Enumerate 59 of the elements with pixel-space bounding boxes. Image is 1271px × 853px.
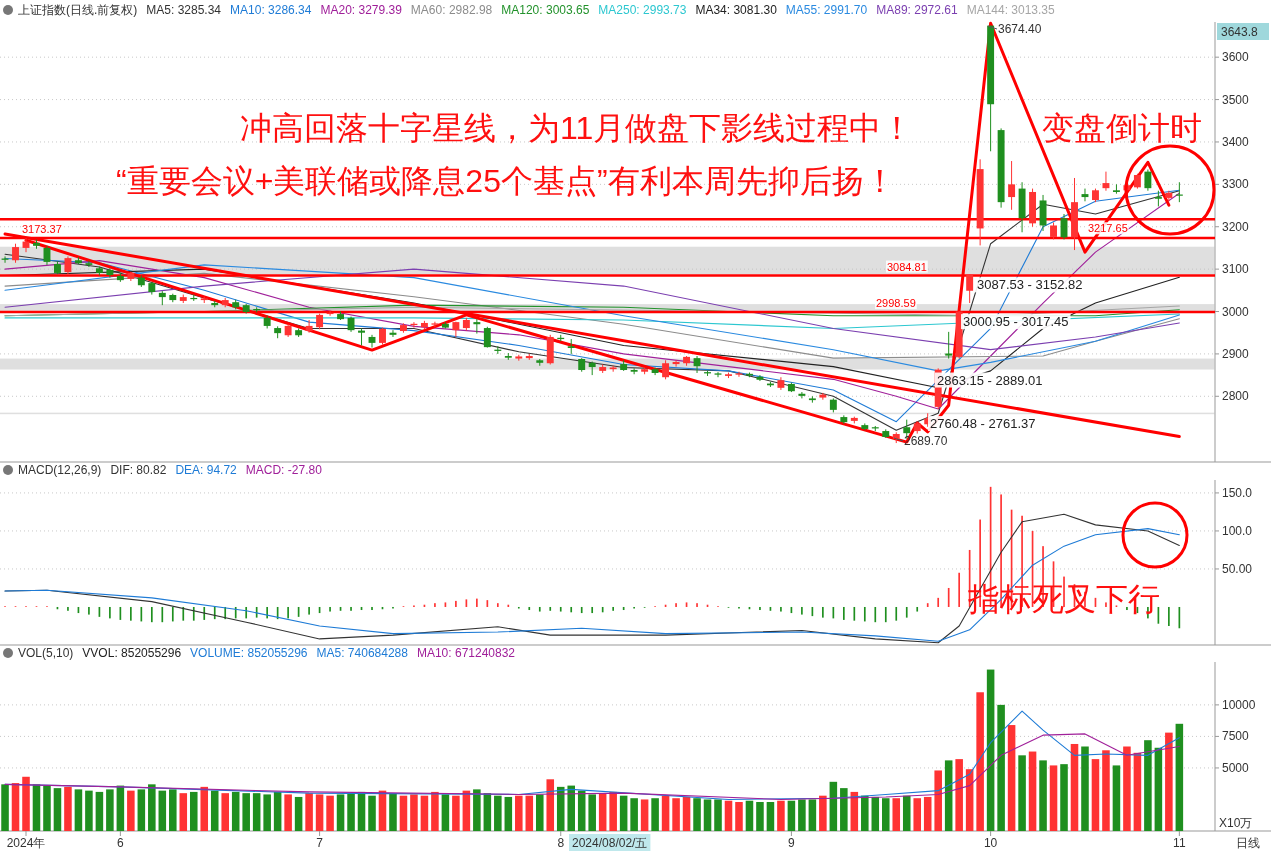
text: MA5: 740684288	[316, 646, 409, 660]
text: MA250: 2993.73	[598, 3, 687, 17]
text: DIF: 80.82	[110, 463, 167, 477]
text: MA34: 3081.30	[695, 3, 778, 17]
text: 日线	[1236, 836, 1260, 850]
band-label: 2760.48 - 2761.37	[930, 416, 1036, 432]
ref-line-label: 2998.59	[876, 297, 916, 310]
annotation: “重要会议+美联储或降息25个基点”有利本周先抑后扬！	[116, 163, 896, 199]
y-tick-label: 3300	[1222, 177, 1250, 192]
x-tick-label: 9	[788, 836, 796, 850]
annotation: 冲高回落十字星线，为11月做盘下影线过程中！	[240, 110, 914, 146]
band-label: 3087.53 - 3152.82	[977, 277, 1083, 293]
x-tick-label: 8	[557, 836, 565, 850]
y-tick-label: 3400	[1222, 134, 1250, 149]
text: MA60: 2982.98	[410, 3, 493, 17]
text: MA20: 3279.39	[320, 3, 403, 17]
annotation: 3674.40	[998, 22, 1042, 36]
text: 2024/08/02/五	[572, 836, 648, 850]
ref-line-label: 3217.65	[1088, 222, 1128, 235]
chart-title: VOL(5,10)	[18, 646, 74, 660]
ref-line-label: 3173.37	[22, 223, 62, 236]
text: MA10: 671240832	[416, 646, 516, 660]
x-tick-label: 2024年	[6, 836, 46, 850]
band-label: 2863.15 - 2889.01	[937, 372, 1043, 388]
x-tick-label: 7	[316, 836, 324, 850]
y-tick-label: 150.0	[1222, 485, 1253, 500]
text: VVOL: 852055296	[82, 646, 182, 660]
y-tick-label: 50.00	[1222, 561, 1253, 576]
y-tick-label: 5000	[1222, 760, 1250, 775]
chart-title: MACD(12,26,9)	[18, 463, 102, 477]
y-tick-label: 3000	[1222, 304, 1250, 319]
chart-title: 上证指数(日线.前复权)	[18, 3, 138, 17]
y-tick-label: 10000	[1222, 697, 1256, 712]
text: VOLUME: 852055296	[190, 646, 308, 660]
text: MA5: 3285.34	[146, 3, 222, 17]
band-label: 3000.95 - 3017.45	[963, 314, 1069, 330]
x-tick-label: 10	[983, 836, 998, 850]
annotation: 2689.70	[904, 434, 948, 448]
x-tick-label: 6	[117, 836, 125, 850]
text: MA120: 3003.65	[501, 3, 590, 17]
text: DEA: 94.72	[175, 463, 238, 477]
y-tick-label: 2800	[1222, 389, 1250, 404]
text: MA10: 3286.34	[230, 3, 312, 17]
text: MA55: 2991.70	[785, 3, 868, 17]
y-tick-label: 2900	[1222, 346, 1250, 361]
y-tick-label: 7500	[1222, 729, 1250, 744]
text: MACD: -27.80	[245, 463, 323, 477]
y-tick-label: 3100	[1222, 262, 1250, 277]
text: 3643.8	[1221, 25, 1259, 39]
text: MA89: 2972.61	[876, 3, 958, 17]
y-tick-label: 3200	[1222, 219, 1250, 234]
text: MA144: 3013.35	[966, 3, 1056, 17]
y-tick-label: 3500	[1222, 92, 1250, 107]
annotation: 变盘倒计时	[1042, 110, 1202, 146]
y-tick-label: 100.0	[1222, 523, 1253, 538]
text: X10万	[1219, 816, 1253, 830]
x-tick-label: 11	[1173, 836, 1186, 850]
y-tick-label: 3600	[1222, 50, 1250, 65]
ref-line-label: 3084.81	[887, 260, 927, 273]
